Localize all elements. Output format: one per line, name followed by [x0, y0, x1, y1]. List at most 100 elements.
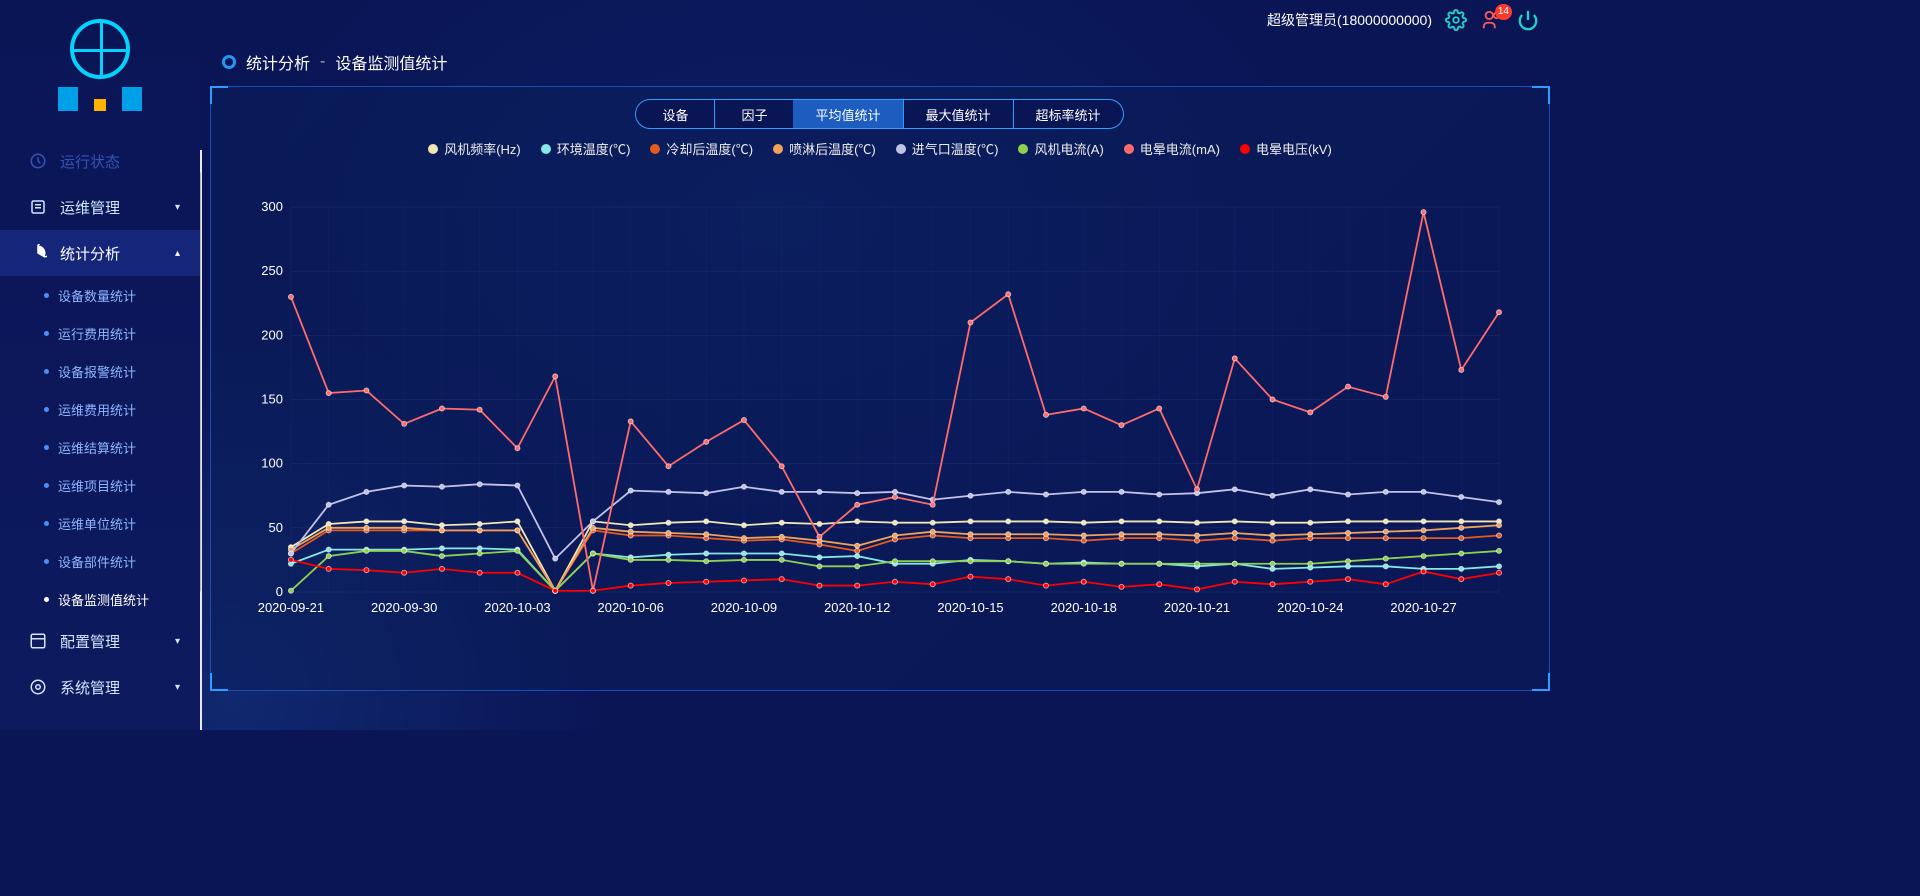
nav-sub-item[interactable]: 设备报警统计 — [0, 352, 200, 390]
svg-text:2020-09-30: 2020-09-30 — [371, 600, 437, 615]
breadcrumb-separator: - — [320, 53, 325, 71]
svg-text:50: 50 — [269, 520, 283, 535]
legend-item[interactable]: 进气口温度(℃) — [896, 139, 999, 158]
nav-sub-label: 设备监测值统计 — [58, 590, 149, 609]
nav-icon — [28, 677, 48, 697]
line-chart: 0501001502002503002020-09-212020-09-3020… — [241, 172, 1519, 632]
svg-text:100: 100 — [261, 456, 283, 471]
svg-text:2020-09-21: 2020-09-21 — [258, 600, 324, 615]
header-bar: 超级管理员(18000000000) 14 — [1247, 0, 1560, 40]
device-filter-button[interactable]: 设备 — [635, 99, 715, 129]
legend-label: 风机电流(A) — [1034, 139, 1103, 158]
svg-text:2020-10-09: 2020-10-09 — [711, 600, 777, 615]
breadcrumb: 统计分析 - 设备监测值统计 — [210, 50, 1550, 74]
svg-text:2020-10-18: 2020-10-18 — [1051, 600, 1117, 615]
nav-item[interactable]: 运行状态 — [0, 138, 200, 184]
nav-sub-label: 设备报警统计 — [58, 362, 136, 381]
nav-sub-item[interactable]: 运行费用统计 — [0, 314, 200, 352]
logo — [0, 0, 200, 130]
tab-label: 超标率统计 — [1036, 105, 1101, 124]
breadcrumb-page: 设备监测值统计 — [335, 50, 447, 74]
legend-item[interactable]: 风机电流(A) — [1018, 139, 1103, 158]
nav-sub-label: 设备数量统计 — [58, 286, 136, 305]
legend-dot — [896, 144, 906, 154]
svg-text:2020-10-06: 2020-10-06 — [598, 600, 664, 615]
svg-text:2020-10-24: 2020-10-24 — [1277, 600, 1343, 615]
nav-sub-item[interactable]: 运维结算统计 — [0, 428, 200, 466]
filter-bar: 设备 因子 平均值统计 最大值统计 超标率统计 — [211, 87, 1549, 129]
svg-text:2020-10-21: 2020-10-21 — [1164, 600, 1230, 615]
user-label: 超级管理员(18000000000) — [1267, 10, 1432, 30]
notifications-icon[interactable]: 14 — [1480, 8, 1504, 32]
legend-item[interactable]: 电晕电流(mA) — [1124, 139, 1220, 158]
chevron-icon: ▾ — [175, 636, 180, 647]
chevron-icon: ▾ — [175, 682, 180, 693]
legend-item[interactable]: 环境温度(℃) — [541, 139, 631, 158]
svg-text:150: 150 — [261, 391, 283, 406]
svg-text:0: 0 — [276, 584, 283, 599]
nav-item[interactable]: 统计分析 ▴ — [0, 230, 200, 276]
legend-dot — [650, 144, 660, 154]
nav-label: 统计分析 — [60, 243, 120, 264]
nav-icon — [28, 243, 48, 263]
stat-tab-group: 平均值统计 最大值统计 超标率统计 — [793, 99, 1123, 129]
legend-label: 进气口温度(℃) — [912, 139, 999, 158]
nav-label: 配置管理 — [60, 631, 120, 652]
tab-label: 最大值统计 — [926, 105, 991, 124]
legend-label: 环境温度(℃) — [557, 139, 631, 158]
notification-badge: 14 — [1495, 4, 1512, 20]
nav-item[interactable]: 配置管理 ▾ — [0, 618, 200, 664]
factor-filter-button[interactable]: 因子 — [714, 99, 794, 129]
stat-tab[interactable]: 超标率统计 — [1014, 99, 1124, 129]
legend-label: 风机频率(Hz) — [444, 139, 521, 158]
legend-dot — [428, 144, 438, 154]
legend-label: 电晕电压(kV) — [1256, 139, 1332, 158]
stat-tab[interactable]: 平均值统计 — [793, 99, 903, 129]
legend-item[interactable]: 风机频率(Hz) — [428, 139, 521, 158]
nav-label: 系统管理 — [60, 677, 120, 698]
nav-sub-item[interactable]: 运维单位统计 — [0, 504, 200, 542]
nav-sub-label: 运行费用统计 — [58, 324, 136, 343]
legend-label: 电晕电流(mA) — [1140, 139, 1220, 158]
nav-sub-label: 运维费用统计 — [58, 400, 136, 419]
nav-item[interactable]: 系统管理 ▾ — [0, 664, 200, 710]
settings-icon[interactable] — [1444, 8, 1468, 32]
stat-tab[interactable]: 最大值统计 — [904, 99, 1014, 129]
nav-label: 运行状态 — [60, 151, 120, 172]
legend-item[interactable]: 电晕电压(kV) — [1240, 139, 1332, 158]
nav-sub-label: 运维结算统计 — [58, 438, 136, 457]
nav-sub-label: 设备部件统计 — [58, 552, 136, 571]
svg-text:2020-10-03: 2020-10-03 — [484, 600, 550, 615]
svg-text:2020-10-12: 2020-10-12 — [824, 600, 890, 615]
legend-dot — [1018, 144, 1028, 154]
nav-icon — [28, 631, 48, 651]
nav-sub-item[interactable]: 运维项目统计 — [0, 466, 200, 504]
tab-label: 平均值统计 — [815, 105, 880, 124]
nav-menu: 运行状态运维管理▾统计分析▴设备数量统计运行费用统计设备报警统计运维费用统计运维… — [0, 130, 200, 710]
nav-sub-item[interactable]: 运维费用统计 — [0, 390, 200, 428]
svg-text:300: 300 — [261, 199, 283, 214]
legend-label: 喷淋后温度(℃) — [789, 139, 876, 158]
nav-sub-label: 运维单位统计 — [58, 514, 136, 533]
nav-label: 运维管理 — [60, 197, 120, 218]
sidebar: 运行状态运维管理▾统计分析▴设备数量统计运行费用统计设备报警统计运维费用统计运维… — [0, 0, 200, 730]
chart-area: 0501001502002503002020-09-212020-09-3020… — [241, 172, 1519, 632]
nav-sub-label: 运维项目统计 — [58, 476, 136, 495]
legend-label: 冷却后温度(℃) — [666, 139, 753, 158]
power-icon[interactable] — [1516, 8, 1540, 32]
nav-sub-item[interactable]: 设备部件统计 — [0, 542, 200, 580]
legend-item[interactable]: 喷淋后温度(℃) — [773, 139, 876, 158]
svg-text:2020-10-15: 2020-10-15 — [937, 600, 1003, 615]
legend-item[interactable]: 冷却后温度(℃) — [650, 139, 753, 158]
nav-icon — [28, 197, 48, 217]
legend-dot — [541, 144, 551, 154]
svg-text:2020-10-27: 2020-10-27 — [1390, 600, 1456, 615]
nav-sub-item[interactable]: 设备数量统计 — [0, 276, 200, 314]
legend-dot — [1124, 144, 1134, 154]
nav-item[interactable]: 运维管理▾ — [0, 184, 200, 230]
nav-icon — [28, 151, 48, 171]
breadcrumb-icon — [222, 55, 236, 69]
svg-text:250: 250 — [261, 263, 283, 278]
nav-sub-item[interactable]: 设备监测值统计 — [0, 580, 200, 618]
chevron-icon: ▴ — [175, 248, 180, 259]
